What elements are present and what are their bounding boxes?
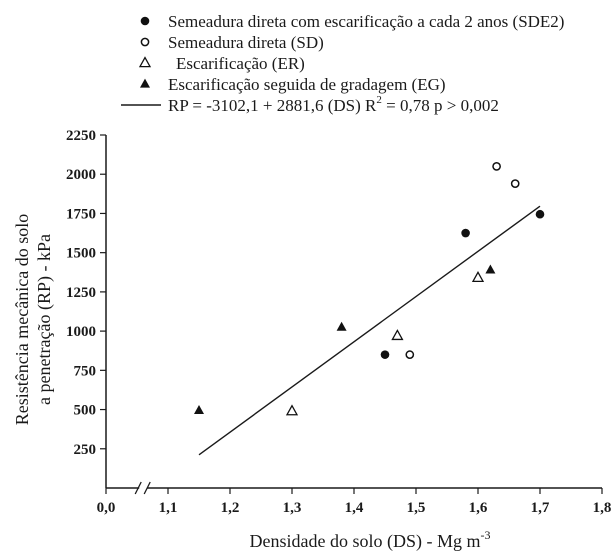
data-point-filled-triangle <box>336 321 347 331</box>
legend-label: Semeadura direta com escarificação a cad… <box>168 12 564 31</box>
data-point-open-circle <box>510 179 520 188</box>
y-tick-label: 1000 <box>66 324 96 340</box>
y-tick-label: 1250 <box>66 285 96 301</box>
legend-marker-open-triangle <box>138 56 152 68</box>
x-axis-title: Densidade do solo (DS) - Mg m-3 <box>250 528 491 552</box>
y-tick-label: 2250 <box>66 128 96 144</box>
axes: 250 500 750 1000 1250 1500 1750 2000 2250 0,0 1,1… <box>66 128 611 516</box>
x-axis-title-main: Densidade do solo (DS) - Mg m <box>250 531 481 552</box>
data-point-open-circle <box>492 162 501 171</box>
data-point-filled-circle <box>535 209 545 219</box>
x-tick-label: 1,3 <box>283 500 302 516</box>
legend-regression-equation: RP = -3102,1 + 2881,6 (DS) R2 = 0,78 p >… <box>168 94 499 115</box>
x-tick-label: 1,8 <box>593 500 612 516</box>
x-tick-label: 1,4 <box>345 500 364 516</box>
x-tick-label: 0,0 <box>97 500 116 516</box>
y-tick-label: 750 <box>74 363 97 379</box>
legend-label: Escarificação (ER) <box>176 54 305 73</box>
x-axis-title-superscript: -3 <box>480 528 490 542</box>
data-points <box>194 162 545 416</box>
y-tick-label: 250 <box>74 442 97 458</box>
regression-equation-main: RP = -3102,1 + 2881,6 (DS) R <box>168 96 377 115</box>
axis-break-slash <box>143 481 151 495</box>
y-axis-title-line: a penetração (RP) - kPa <box>34 234 55 405</box>
regression-line-group <box>198 205 541 456</box>
data-point-open-triangle <box>471 271 485 283</box>
legend-marker-filled-circle <box>140 16 150 26</box>
data-point-open-triangle <box>285 404 299 416</box>
regression-r2-superscript: 2 <box>376 94 382 106</box>
regression-line <box>198 205 541 456</box>
data-point-filled-circle <box>380 350 390 359</box>
y-axis-title: Resistência mecânica do solo a penetração… <box>12 214 55 425</box>
data-point-open-circle <box>405 350 415 359</box>
y-tick-label: 1750 <box>66 206 96 222</box>
axis-break-slash <box>134 481 142 495</box>
legend-marker-filled-triangle <box>140 78 150 88</box>
data-point-filled-triangle <box>194 404 204 414</box>
legend-label: Escarificação seguida de gradagem (EG) <box>168 75 446 94</box>
x-axis-ticks: 0,0 1,1 1,2 1,3 1,4 1,5 1,6 1,7 1,8 <box>97 488 612 516</box>
regression-equation-tail: = 0,78 p > 0,002 <box>382 96 499 115</box>
x-tick-label: 1,2 <box>221 500 240 516</box>
x-tick-label: 1,7 <box>531 500 550 516</box>
x-tick-label: 1,6 <box>469 500 488 516</box>
data-point-filled-circle <box>461 228 470 238</box>
y-tick-label: 1500 <box>66 246 96 262</box>
y-tick-label: 2000 <box>66 167 96 183</box>
legend-marker-open-circle <box>140 37 150 47</box>
axis-break-marker <box>134 481 151 495</box>
y-axis-ticks: 250 500 750 1000 1250 1500 1750 2000 2250 <box>66 128 106 458</box>
legend-label: Semeadura direta (SD) <box>168 33 324 52</box>
x-tick-label: 1,5 <box>407 500 426 516</box>
data-point-filled-triangle <box>485 264 496 274</box>
y-tick-label: 500 <box>74 403 97 419</box>
data-point-open-triangle <box>391 329 404 341</box>
x-tick-label: 1,1 <box>159 500 178 516</box>
legend: Semeadura direta com escarificação a cad… <box>121 12 564 115</box>
y-axis-title-line: Resistência mecânica do solo <box>12 214 32 425</box>
